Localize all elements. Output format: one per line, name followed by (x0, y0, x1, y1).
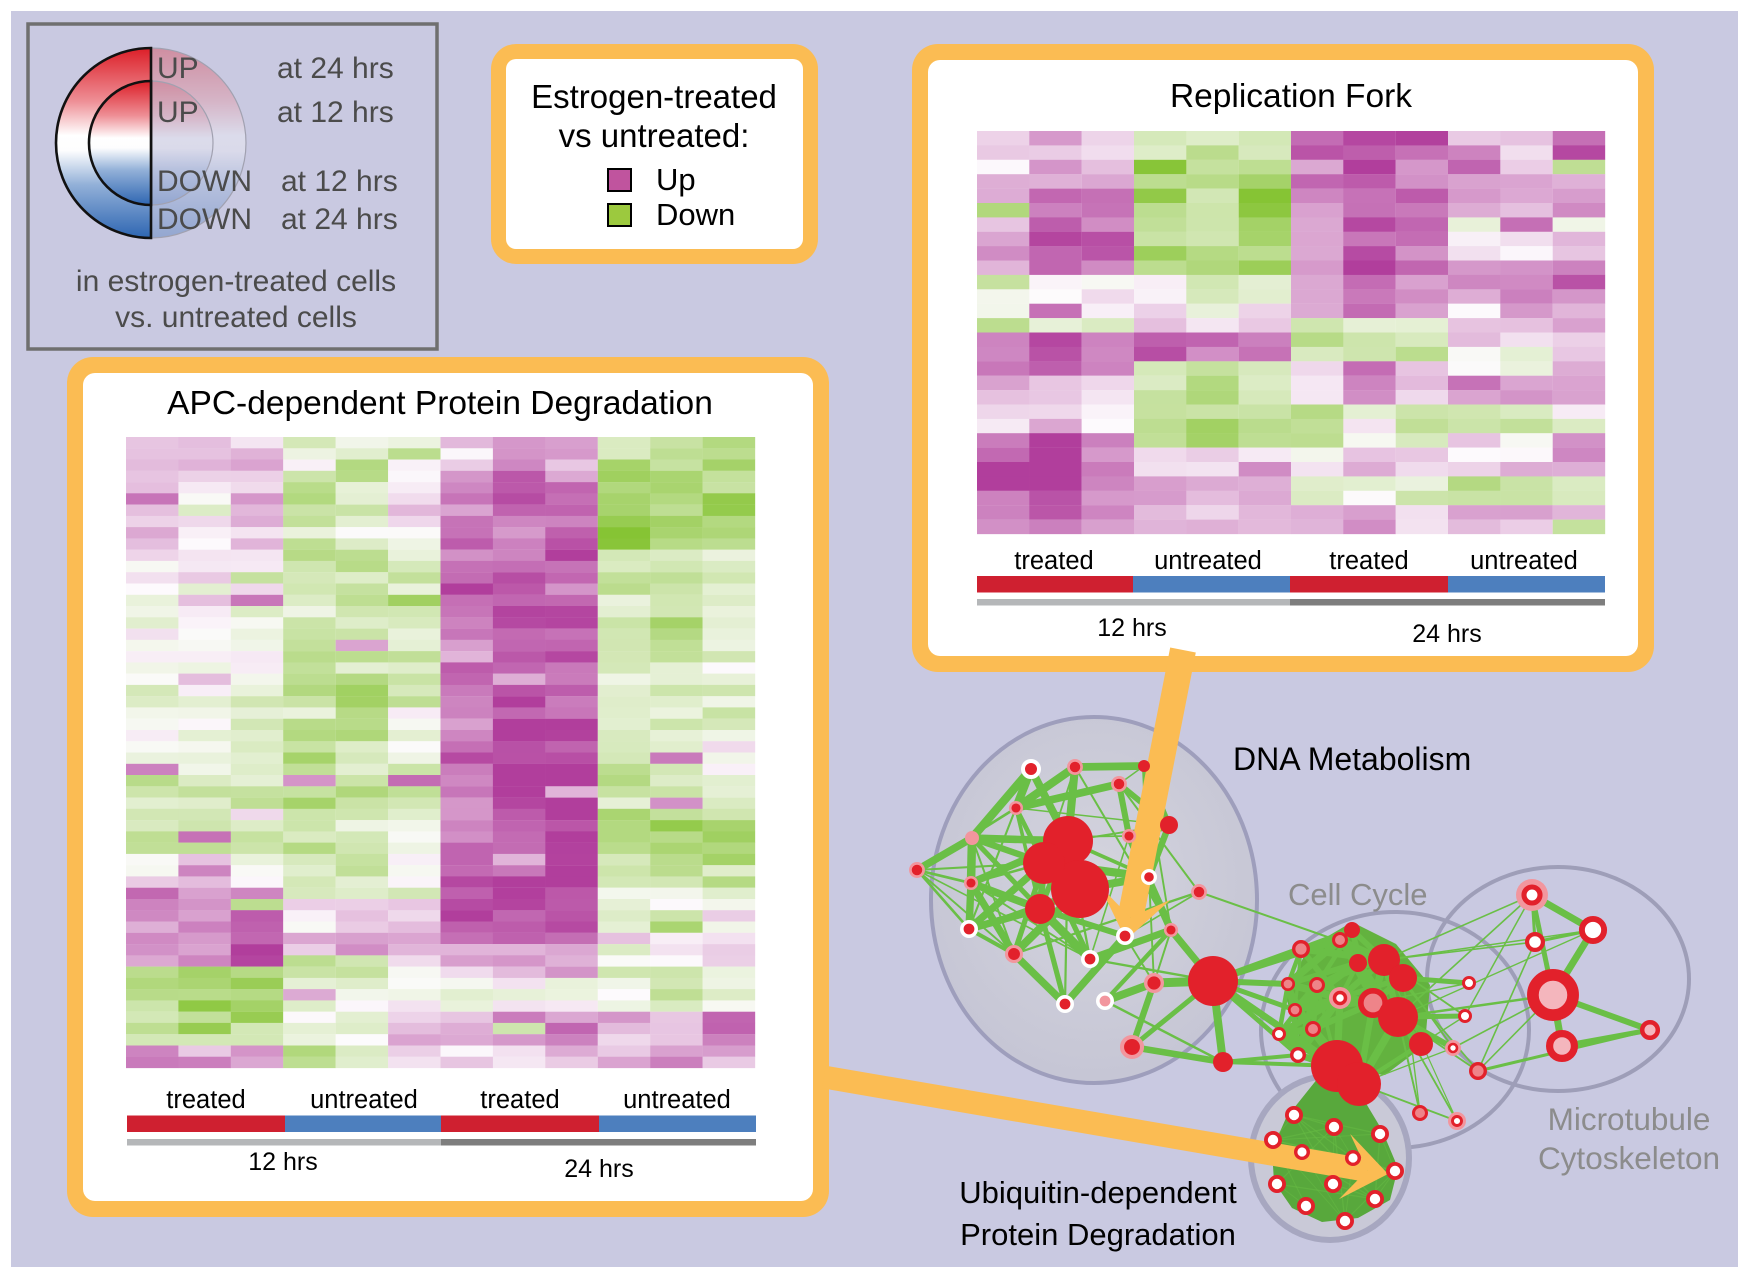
svg-text:untreated: untreated (1154, 547, 1262, 575)
svg-text:24 hrs: 24 hrs (1412, 620, 1481, 648)
svg-text:Down: Down (656, 197, 735, 232)
svg-text:treated: treated (1329, 547, 1408, 575)
svg-text:untreated: untreated (623, 1086, 731, 1114)
svg-text:vs untreated:: vs untreated: (559, 117, 750, 154)
svg-text:vs. untreated cells: vs. untreated cells (115, 301, 357, 334)
svg-text:DOWN: DOWN (157, 165, 252, 198)
svg-text:untreated: untreated (1470, 547, 1578, 575)
svg-text:Microtubule: Microtubule (1548, 1101, 1711, 1137)
svg-text:Replication Fork: Replication Fork (1170, 78, 1412, 115)
svg-text:UP: UP (157, 52, 199, 85)
svg-text:12 hrs: 12 hrs (248, 1148, 317, 1176)
svg-text:treated: treated (1014, 547, 1093, 575)
svg-text:Cytoskeleton: Cytoskeleton (1538, 1140, 1720, 1176)
svg-text:24 hrs: 24 hrs (564, 1155, 633, 1183)
svg-text:DOWN: DOWN (157, 203, 252, 236)
svg-text:12 hrs: 12 hrs (1097, 614, 1166, 642)
svg-text:Ubiquitin-dependent: Ubiquitin-dependent (959, 1175, 1237, 1210)
svg-text:treated: treated (166, 1086, 245, 1114)
svg-text:at 24 hrs: at 24 hrs (277, 52, 394, 85)
svg-text:untreated: untreated (310, 1086, 418, 1114)
svg-text:APC-dependent Protein Degradat: APC-dependent Protein Degradation (167, 385, 713, 422)
svg-text:at 12 hrs: at 12 hrs (277, 96, 394, 129)
svg-text:treated: treated (480, 1086, 559, 1114)
svg-text:at 12 hrs: at 12 hrs (281, 165, 398, 198)
svg-text:DNA Metabolism: DNA Metabolism (1233, 741, 1471, 777)
svg-text:Estrogen-treated: Estrogen-treated (531, 78, 777, 115)
svg-text:in estrogen-treated cells: in estrogen-treated cells (76, 265, 396, 298)
svg-text:Cell Cycle: Cell Cycle (1288, 877, 1428, 912)
svg-text:UP: UP (157, 96, 199, 129)
svg-text:Protein Degradation: Protein Degradation (960, 1217, 1236, 1252)
svg-text:Up: Up (656, 162, 696, 197)
svg-text:at 24 hrs: at 24 hrs (281, 203, 398, 236)
